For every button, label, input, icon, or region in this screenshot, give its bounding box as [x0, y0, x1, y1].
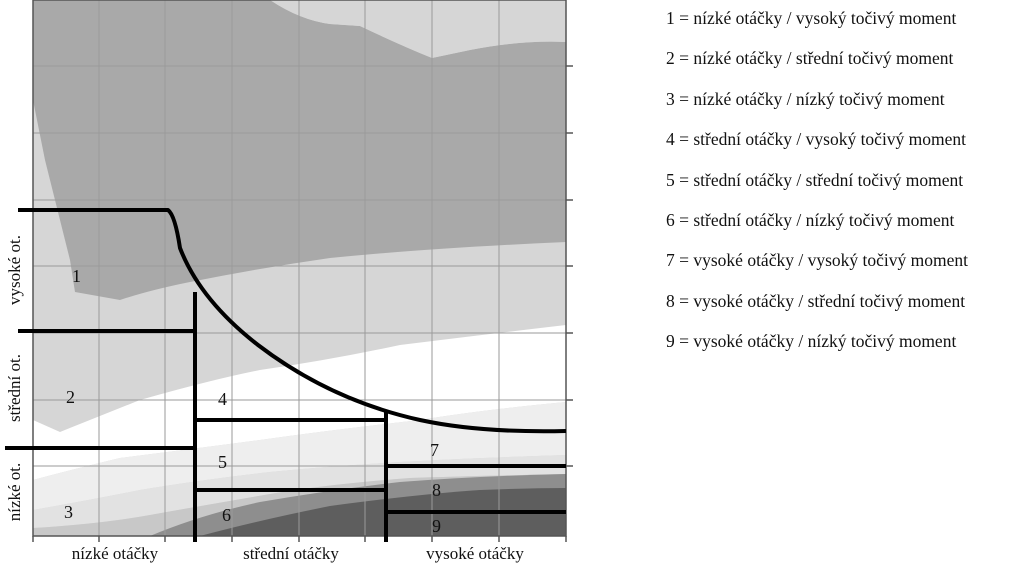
- legend-item-1: 1 = nízké otáčky / vysoký točivý moment: [666, 8, 957, 28]
- band-lower-region: [33, 455, 566, 528]
- y-label-high-speed: vysoké ot.: [5, 235, 24, 305]
- zone-label-8: 8: [432, 480, 441, 500]
- band-darkest-region: [200, 488, 566, 536]
- legend-item-5: 5 = střední otáčky / střední točivý mome…: [666, 169, 964, 190]
- x-label-low-speed: nízké otáčky: [72, 544, 159, 563]
- frame-ticks: [32, 65, 573, 542]
- zone-label-6: 6: [222, 505, 231, 525]
- boundary-high-torque-curve: [18, 208, 567, 434]
- zone-label-7: 7: [430, 440, 439, 460]
- x-axis-labels: nízké otáčky střední otáčky vysoké otáčk…: [72, 544, 525, 563]
- zone-labels: 1 2 3 4 5 6 7 8 9: [64, 266, 441, 536]
- legend-item-8: 8 = vysoké otáčky / střední točivý momen…: [666, 290, 966, 311]
- band-lighter-top: [270, 0, 566, 58]
- zone-label-9: 9: [432, 516, 441, 536]
- zone-label-4: 4: [218, 389, 227, 409]
- legend-item-7: 7 = vysoké otáčky / vysoký točivý moment: [666, 250, 968, 271]
- x-label-high-speed: vysoké otáčky: [426, 544, 524, 563]
- y-label-mid-speed: střední ot.: [5, 354, 24, 422]
- legend: 1 = nízké otáčky / vysoký točivý moment …: [666, 6, 1022, 370]
- legend-item-9: 9 = vysoké otáčky / nízký točivý moment: [666, 331, 957, 352]
- zone-label-2: 2: [66, 387, 75, 407]
- legend-item-3: 3 = nízké otáčky / nízký točivý moment: [666, 88, 945, 109]
- legend-item-4: 4 = střední otáčky / vysoký točivý momen…: [666, 129, 967, 150]
- operating-zone-diagram: 1 2 3 4 5 6 7 8 9 nízké otáčky střední o…: [5, 0, 573, 563]
- zone-label-3: 3: [64, 502, 73, 522]
- legend-item-2: 2 = nízké otáčky / střední točivý moment: [666, 48, 954, 69]
- legend-item-6: 6 = střední otáčky / nízký točivý moment: [666, 209, 955, 230]
- zone-boundaries: [5, 208, 567, 542]
- zone-label-5: 5: [218, 452, 227, 472]
- zone-label-1: 1: [72, 266, 81, 286]
- y-axis-labels: vysoké ot. střední ot. nízké ot.: [5, 235, 24, 521]
- y-label-low-speed: nízké ot.: [5, 463, 24, 522]
- x-label-mid-speed: střední otáčky: [243, 544, 339, 563]
